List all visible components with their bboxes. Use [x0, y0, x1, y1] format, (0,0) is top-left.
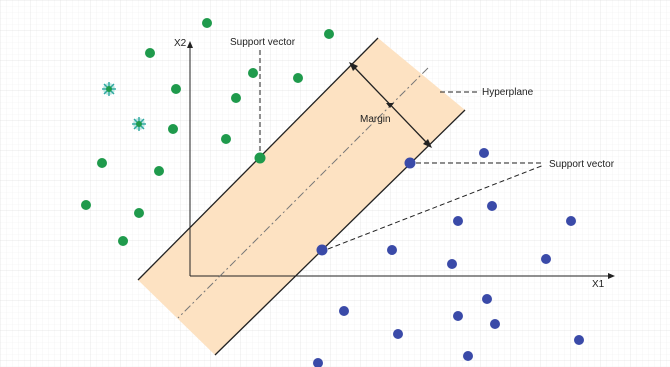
class-a-point — [97, 158, 107, 168]
class-b-point — [490, 319, 500, 329]
hyperplane-label: Hyperplane — [482, 87, 534, 98]
margin-label: Margin — [360, 114, 391, 125]
support-vector-class-b — [316, 244, 328, 256]
class-b-point — [541, 254, 551, 264]
support-vector-class-a — [254, 152, 266, 164]
margin-boundary-lower — [214, 109, 466, 356]
x2-axis-label: X2 — [174, 38, 187, 49]
class-a-point — [202, 18, 212, 28]
support-vector-top-label: Support vector — [230, 37, 296, 48]
support-vector-right-leader-2 — [327, 164, 545, 250]
x1-axis-label: X1 — [592, 279, 605, 290]
class-a-point — [81, 200, 91, 210]
x2-axis-arrowhead — [187, 41, 193, 48]
margin-arrowhead-bottom — [423, 139, 432, 148]
class-a-point — [134, 208, 144, 218]
class-b-point — [393, 329, 403, 339]
class-b-points — [313, 148, 584, 367]
margin-arrowhead-top — [349, 62, 358, 71]
class-a-point — [248, 68, 258, 78]
class-a-points — [81, 18, 334, 246]
class-a-point — [324, 29, 334, 39]
class-b-point — [387, 245, 397, 255]
class-b-point — [453, 311, 463, 321]
class-b-point — [479, 148, 489, 158]
class-a-point — [221, 134, 231, 144]
class-a-point — [293, 73, 303, 83]
class-a-point — [231, 93, 241, 103]
class-b-point — [482, 294, 492, 304]
class-b-point — [574, 335, 584, 345]
class-a-point — [168, 124, 178, 134]
class-a-point — [145, 48, 155, 58]
class-b-point — [453, 216, 463, 226]
support-vector-class-b — [404, 157, 416, 169]
class-b-point — [313, 358, 323, 367]
class-b-point — [447, 259, 457, 269]
margin-midpoint-marker — [386, 103, 394, 108]
class-b-point — [487, 201, 497, 211]
class-a-point — [118, 236, 128, 246]
x1-axis-arrowhead — [608, 273, 615, 279]
support-vector-right-label: Support vector — [549, 159, 615, 170]
class-b-point — [463, 351, 473, 361]
class-b-point — [566, 216, 576, 226]
hyperplane-line — [177, 67, 429, 319]
class-a-point — [171, 84, 181, 94]
class-a-point — [154, 166, 164, 176]
star-point — [102, 82, 116, 96]
star-point — [132, 117, 146, 131]
class-b-point — [339, 306, 349, 316]
